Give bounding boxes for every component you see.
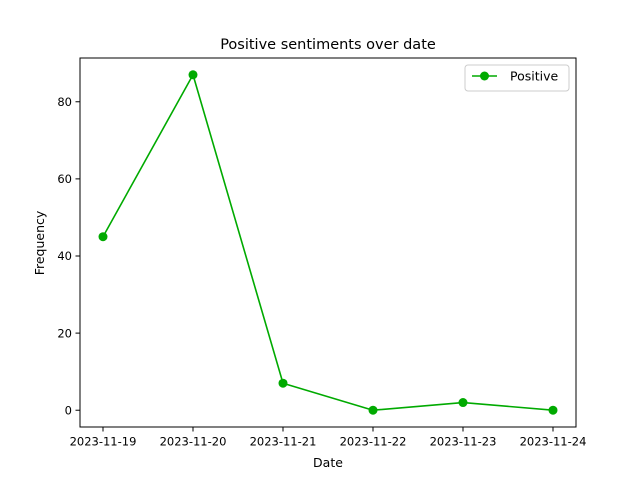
series-line-positive: [102, 73, 554, 412]
y-axis-label: Frequency: [32, 210, 47, 275]
data-point: [458, 398, 468, 408]
y-tick-label: 0: [65, 403, 72, 417]
legend: Positive: [464, 64, 570, 92]
data-point: [278, 378, 288, 388]
legend-label-positive: Positive: [510, 69, 558, 84]
y-tick-label: 60: [57, 172, 72, 186]
plot-frame: [79, 57, 577, 428]
y-tick-label: 40: [57, 249, 72, 263]
x-tick-label: 2023-11-23: [430, 435, 497, 449]
legend-marker: [480, 71, 489, 81]
x-tick-label: 2023-11-19: [70, 435, 137, 449]
x-tick-label: 2023-11-20: [160, 435, 227, 449]
data-point: [548, 405, 558, 415]
data-point: [188, 70, 198, 80]
x-axis-label: Date: [313, 455, 343, 470]
chart-title: Positive sentiments over date: [220, 37, 436, 53]
data-point: [368, 405, 378, 415]
y-axis-ticks: 0 20 40 60 80: [57, 95, 80, 417]
legend-box: [464, 64, 570, 92]
data-point: [98, 232, 108, 242]
x-tick-label: 2023-11-22: [340, 435, 407, 449]
x-axis-ticks: 2023-11-19 2023-11-20 2023-11-21 2023-11-22…: [70, 427, 587, 449]
y-tick-label: 80: [57, 95, 72, 109]
series-layer: [98, 70, 558, 415]
y-tick-label: 20: [57, 326, 72, 340]
x-tick-label: 2023-11-21: [250, 435, 317, 449]
x-tick-label: 2023-11-24: [520, 435, 587, 449]
